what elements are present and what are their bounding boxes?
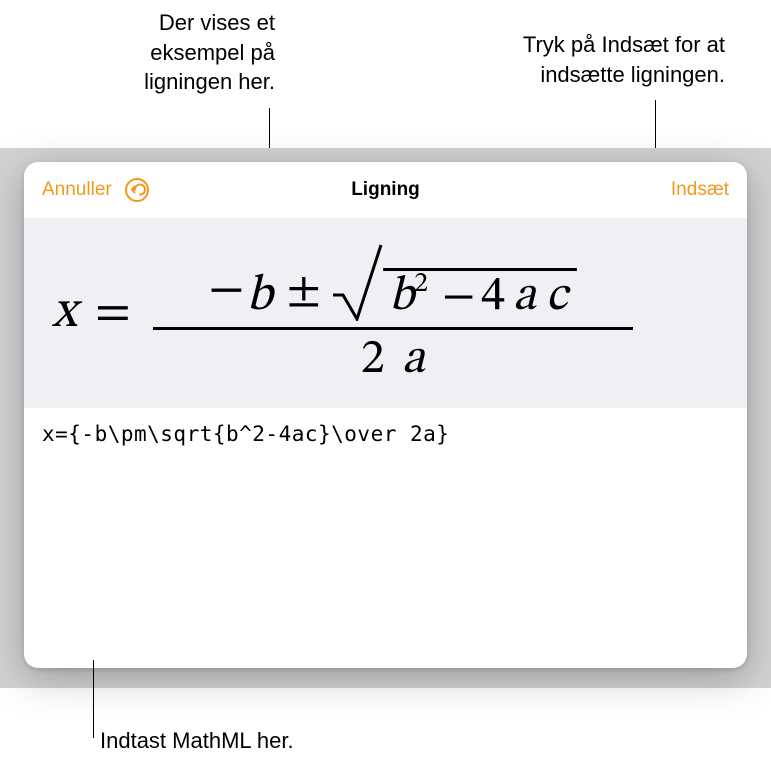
callout-editor: Indtast MathML her. <box>100 728 294 754</box>
equation-dialog: Annuller Ligning Indsæt x = − b ± <box>24 162 747 668</box>
undo-icon <box>124 177 150 203</box>
eq-four: 4 <box>481 273 505 321</box>
eq-two: 2 <box>361 336 385 384</box>
eq-fraction: − b ± b <box>153 237 633 390</box>
eq-c: c <box>546 273 567 321</box>
callout-preview-line3: ligningen her. <box>144 69 275 94</box>
undo-button[interactable] <box>124 177 150 203</box>
equation-source[interactable]: x={-b\pm\sqrt{b^2-4ac}\over 2a} <box>42 422 729 446</box>
callout-preview-line1: Der vises et <box>159 10 275 35</box>
cancel-button[interactable]: Annuller <box>42 179 112 201</box>
eq-equals: = <box>95 288 131 338</box>
eq-a2: a <box>402 336 425 384</box>
eq-radicand-wrap: b 2 − 4 a c <box>383 268 577 321</box>
eq-plusminus: ± <box>287 269 322 317</box>
dialog-titlebar: Annuller Ligning Indsæt <box>24 162 747 218</box>
eq-denominator: 2 a <box>353 330 433 390</box>
eq-b: b <box>246 271 272 321</box>
eq-b2: b <box>389 273 414 321</box>
callout-preview-line2: eksempel på <box>150 40 275 65</box>
eq-x: x <box>52 287 77 339</box>
eq-minus: − <box>208 265 244 315</box>
eq-numerator: − b ± b <box>200 237 585 327</box>
callout-insert-line1: Tryk på Indsæt for at <box>523 32 725 57</box>
eq-minus2: − <box>442 274 475 320</box>
eq-sup2: 2 <box>414 270 428 298</box>
eq-a: a <box>513 273 536 321</box>
callout-preview: Der vises et eksempel på ligningen her. <box>0 8 275 97</box>
callout-insert-line2: indsætte ligningen. <box>540 62 725 87</box>
leader-editor <box>93 660 94 738</box>
eq-sqrt: b 2 − 4 a c <box>331 243 577 321</box>
insert-button[interactable]: Indsæt <box>671 179 729 201</box>
equation-preview: x = − b ± <box>24 218 747 408</box>
radical-icon <box>331 243 383 321</box>
rendered-equation: x = − b ± <box>52 237 633 390</box>
equation-editor[interactable]: x={-b\pm\sqrt{b^2-4ac}\over 2a} <box>24 408 747 460</box>
eq-radicand: b 2 − 4 a c <box>383 271 577 321</box>
callout-insert: Tryk på Indsæt for at indsætte ligningen… <box>370 30 725 89</box>
figure-stage: Der vises et eksempel på ligningen her. … <box>0 0 771 779</box>
